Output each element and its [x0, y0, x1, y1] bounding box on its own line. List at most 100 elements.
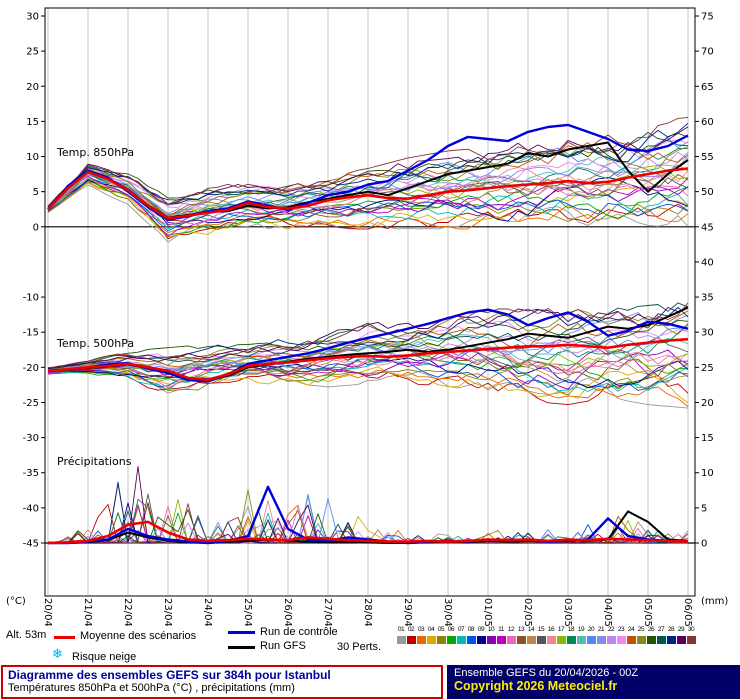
pert-color-swatch	[596, 636, 606, 644]
pert-number: 21	[597, 626, 605, 633]
pert-number: 11	[498, 626, 504, 633]
pert-column: 06	[446, 626, 456, 644]
pert-column: 10	[486, 626, 496, 644]
date-label: 01/05	[482, 598, 493, 626]
pert-number: 17	[557, 626, 565, 633]
axis-tick-label: 60	[701, 117, 714, 128]
pert-color-swatch	[446, 636, 456, 644]
axis-tick-label: 65	[701, 82, 714, 93]
pert-color-swatch	[676, 636, 686, 644]
pert-color-swatch	[566, 636, 576, 644]
perturbation-color-key: 01 02 03 04 05 06 07 08 09 10 11 12 13 14 15 16 17 18 19 20…	[396, 626, 696, 644]
pert-color-swatch	[576, 636, 586, 644]
pert-color-swatch	[606, 636, 616, 644]
axis-tick-label: -40	[23, 503, 39, 514]
member-line	[47, 306, 689, 369]
pert-color-swatch	[476, 636, 486, 644]
series-layer	[47, 116, 689, 545]
pert-color-swatch	[546, 636, 556, 644]
member-line	[47, 126, 689, 207]
member-line	[47, 122, 689, 207]
pert-color-swatch	[686, 636, 696, 644]
altitude-label: Alt. 53m	[6, 629, 47, 641]
pert-number: 25	[637, 626, 645, 633]
axis-tick-label: 30	[26, 12, 39, 23]
pert-column: 26	[646, 626, 656, 644]
date-label: 21/04	[82, 598, 93, 626]
axis-tick-label: 25	[26, 47, 39, 58]
pert-number: 08	[467, 626, 475, 633]
pert-color-swatch	[626, 636, 636, 644]
pert-column: 24	[626, 626, 636, 644]
member-line	[47, 345, 689, 382]
mean-line	[47, 167, 689, 220]
axis-tick-label: -20	[23, 363, 39, 374]
pert-number: 30	[687, 626, 695, 633]
pert-number: 15	[537, 626, 545, 633]
pert-color-swatch	[486, 636, 496, 644]
axis-tick-label: -25	[23, 398, 39, 409]
pert-color-swatch	[406, 636, 416, 644]
axis-tick-label: 20	[26, 82, 39, 93]
axis-tick-label: -45	[23, 539, 39, 550]
chart-subtitle: Températures 850hPa et 500hPa (°C) , pré…	[8, 682, 295, 694]
pert-column: 23	[616, 626, 626, 644]
pert-number: 19	[577, 626, 585, 633]
pert-number: 03	[417, 626, 425, 633]
pert-color-swatch	[636, 636, 646, 644]
pert-number: 07	[457, 626, 465, 633]
pert-column: 01	[396, 626, 406, 644]
control-legend-label: Run de contrôle	[260, 626, 338, 638]
axis-tick-label: 15	[26, 117, 39, 128]
pert-color-swatch	[426, 636, 436, 644]
perts-count-label: 30 Perts.	[337, 641, 382, 653]
pert-number: 05	[437, 626, 445, 633]
pert-column: 07	[456, 626, 466, 644]
date-label: 20/04	[42, 598, 53, 626]
date-label: 26/04	[282, 598, 293, 626]
snow-risk-label: Risque neige	[72, 651, 137, 663]
axis-tick-label: 70	[701, 47, 714, 58]
panel-label: Temp. 500hPa	[56, 337, 134, 350]
member-line	[47, 151, 689, 209]
pert-column: 29	[676, 626, 686, 644]
pert-number: 01	[397, 626, 405, 633]
member-line	[47, 330, 689, 370]
mean-line-swatch	[54, 636, 75, 639]
pert-column: 18	[566, 626, 576, 644]
pert-column: 14	[526, 626, 536, 644]
member-line	[47, 319, 689, 369]
member-line	[47, 137, 689, 215]
copyright: Copyright 2026 Meteociel.fr	[454, 679, 618, 693]
axis-tick-label: 0	[33, 222, 39, 233]
control-line	[47, 308, 689, 383]
panel-label: Temp. 850hPa	[56, 146, 134, 159]
date-label: 03/05	[562, 598, 573, 626]
pert-number: 10	[487, 626, 495, 633]
axis-tick-label: 55	[701, 152, 714, 163]
pert-color-swatch	[516, 636, 526, 644]
pert-number: 29	[677, 626, 685, 633]
pert-number: 16	[547, 626, 555, 633]
date-gridlines	[47, 8, 689, 596]
pert-column: 25	[636, 626, 646, 644]
pert-color-swatch	[616, 636, 626, 644]
pert-column: 04	[426, 626, 436, 644]
member-line	[47, 310, 689, 370]
pert-column: 05	[436, 626, 446, 644]
pert-color-swatch	[416, 636, 426, 644]
axis-tick-label: 50	[701, 187, 714, 198]
date-label: 23/04	[162, 598, 173, 626]
mean-legend-label: Moyenne des scénarios	[80, 630, 197, 642]
pert-color-swatch	[556, 636, 566, 644]
copyright-box: Ensemble GEFS du 20/04/2026 - 00Z Copyri…	[447, 665, 740, 699]
pert-color-swatch	[396, 636, 406, 644]
axis-tick-label: 5	[33, 187, 39, 198]
pert-column: 22	[606, 626, 616, 644]
control-line-swatch	[228, 631, 255, 634]
member-line	[47, 367, 689, 406]
run-info: Ensemble GEFS du 20/04/2026 - 00Z	[454, 667, 639, 679]
pert-number: 06	[447, 626, 455, 633]
pert-number: 12	[507, 626, 515, 633]
pert-number: 27	[657, 626, 665, 633]
